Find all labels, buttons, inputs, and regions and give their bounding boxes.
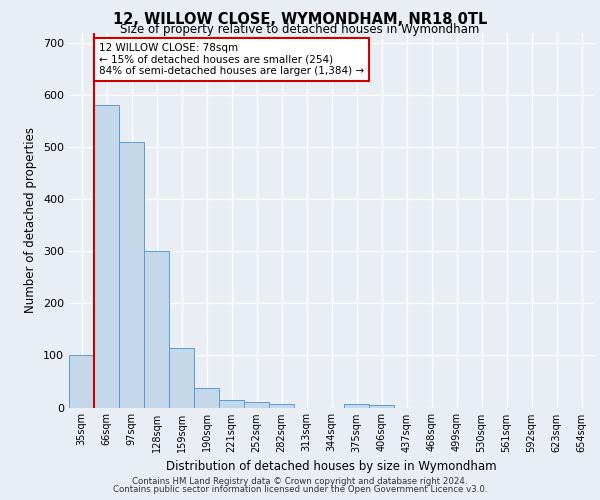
Bar xyxy=(94,106,119,408)
Bar xyxy=(269,404,294,407)
Text: 12 WILLOW CLOSE: 78sqm
← 15% of detached houses are smaller (254)
84% of semi-de: 12 WILLOW CLOSE: 78sqm ← 15% of detached… xyxy=(99,43,364,76)
Text: Contains HM Land Registry data © Crown copyright and database right 2024.: Contains HM Land Registry data © Crown c… xyxy=(132,477,468,486)
Text: 12, WILLOW CLOSE, WYMONDHAM, NR18 0TL: 12, WILLOW CLOSE, WYMONDHAM, NR18 0TL xyxy=(113,12,487,28)
Bar xyxy=(219,400,244,407)
Bar xyxy=(144,251,169,408)
Text: Contains public sector information licensed under the Open Government Licence v3: Contains public sector information licen… xyxy=(113,485,487,494)
Bar xyxy=(119,142,144,407)
Text: Size of property relative to detached houses in Wymondham: Size of property relative to detached ho… xyxy=(121,22,479,36)
Bar xyxy=(169,348,194,408)
Bar xyxy=(244,402,269,407)
Bar xyxy=(194,388,219,407)
Bar xyxy=(69,356,94,408)
Bar xyxy=(369,405,394,407)
X-axis label: Distribution of detached houses by size in Wymondham: Distribution of detached houses by size … xyxy=(166,460,497,473)
Y-axis label: Number of detached properties: Number of detached properties xyxy=(25,127,37,313)
Bar xyxy=(344,404,369,407)
